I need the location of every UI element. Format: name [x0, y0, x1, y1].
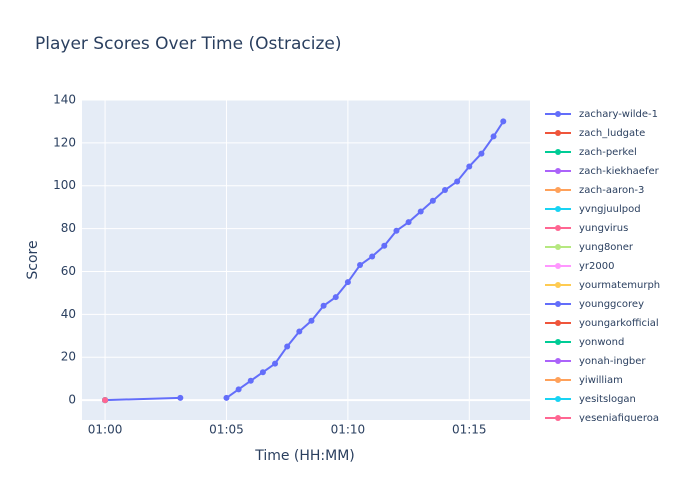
legend-marker: [555, 206, 561, 212]
point: [332, 294, 339, 301]
point: [223, 394, 230, 401]
legend-item[interactable]: yonah-ingber: [545, 356, 646, 367]
x-axis-title: Time (HH:MM): [254, 448, 355, 464]
legend-label: yungvirus: [579, 223, 628, 234]
legend-marker: [555, 149, 561, 155]
legend-item[interactable]: yonwond: [545, 337, 624, 348]
legend-marker: [555, 187, 561, 193]
point: [478, 150, 485, 157]
point: [442, 187, 449, 194]
point: [490, 133, 497, 140]
legend-marker: [555, 263, 561, 269]
legend-marker: [555, 244, 561, 250]
legend-item[interactable]: zach-aaron-3: [545, 185, 644, 196]
legend-label: yvngjuulpod: [579, 204, 641, 215]
point: [259, 369, 266, 376]
legend-item[interactable]: yr2000: [545, 261, 614, 272]
point: [381, 242, 388, 249]
legend-label: yeseniafigueroa: [579, 413, 659, 424]
point: [454, 178, 461, 185]
legend-item[interactable]: yeseniafigueroa: [545, 413, 659, 424]
legend-item[interactable]: yourmatemurph: [545, 280, 660, 291]
point: [369, 253, 376, 260]
point: [466, 163, 473, 170]
legend-label: younggcorey: [579, 299, 644, 310]
legend-item[interactable]: yungvirus: [545, 223, 628, 234]
legend-marker: [555, 377, 561, 383]
legend-label: zach-kiekhaefer: [579, 166, 660, 177]
legend-label: yonwond: [579, 337, 624, 348]
chart-title: Player Scores Over Time (Ostracize): [35, 34, 342, 54]
point: [308, 317, 315, 324]
point: [320, 302, 327, 309]
legend-marker: [555, 415, 561, 421]
legend-item[interactable]: younggcorey: [545, 299, 644, 310]
legend-label: zach-aaron-3: [579, 185, 644, 196]
y-tick-label: 120: [53, 135, 76, 149]
point: [272, 360, 279, 367]
legend-item[interactable]: yung8oner: [545, 242, 634, 253]
legend-marker: [555, 111, 561, 117]
point: [500, 118, 507, 125]
legend-label: youngarkofficial: [579, 318, 659, 329]
y-tick-label: 100: [53, 178, 76, 192]
grid: 0 20 40 60 80 100 120 140 01:00 01:05 01:10 01:15: [53, 93, 530, 437]
point: [429, 197, 436, 204]
legend-item[interactable]: zach_ludgate: [545, 128, 645, 139]
legend-marker: [555, 320, 561, 326]
legend-marker: [555, 396, 561, 402]
point: [235, 386, 242, 393]
legend-item[interactable]: zach-perkel: [545, 147, 637, 158]
legend-marker: [555, 282, 561, 288]
point: [417, 208, 424, 215]
legend-marker: [555, 301, 561, 307]
point: [344, 279, 351, 286]
y-tick-label: 40: [61, 307, 76, 321]
x-tick-label: 01:15: [452, 423, 487, 437]
legend-item[interactable]: zach-kiekhaefer: [545, 166, 660, 177]
legend-item[interactable]: zachary-wilde-1: [545, 109, 658, 120]
legend-marker: [555, 358, 561, 364]
y-tick-label: 0: [68, 393, 76, 407]
legend-marker: [555, 225, 561, 231]
point: [405, 219, 412, 226]
y-tick-label: 20: [61, 350, 76, 364]
legend-label: zachary-wilde-1: [579, 109, 658, 120]
legend-label: yourmatemurph: [579, 280, 660, 291]
x-tick-label: 01:00: [88, 423, 123, 437]
y-tick-label: 140: [53, 93, 76, 107]
legend-marker: [555, 339, 561, 345]
x-tick-label: 01:10: [331, 423, 366, 437]
legend-label: yung8oner: [579, 242, 634, 253]
marks: [102, 118, 507, 404]
point: [177, 394, 184, 401]
x-tick-label: 01:05: [209, 423, 244, 437]
legend: zachary-wilde-1 zach_ludgate zach-perkel za…: [545, 109, 660, 424]
legend-marker: [555, 130, 561, 136]
legend-label: zach_ludgate: [579, 128, 645, 139]
point: [393, 227, 400, 234]
point: [102, 397, 109, 404]
y-tick-label: 80: [61, 221, 76, 235]
legend-label: yiwilliam: [579, 375, 623, 386]
point: [296, 328, 303, 335]
point: [284, 343, 291, 350]
legend-label: yesitslogan: [579, 394, 636, 405]
legend-marker: [555, 168, 561, 174]
legend-item[interactable]: yiwilliam: [545, 375, 623, 386]
y-tick-label: 60: [61, 264, 76, 278]
point: [247, 377, 254, 384]
plot-area: [82, 100, 530, 420]
legend-item[interactable]: yesitslogan: [545, 394, 636, 405]
point: [357, 262, 364, 269]
legend-label: yr2000: [579, 261, 614, 272]
legend-item[interactable]: yvngjuulpod: [545, 204, 641, 215]
legend-item[interactable]: youngarkofficial: [545, 318, 659, 329]
legend-label: yonah-ingber: [579, 356, 646, 367]
y-axis-title: Score: [25, 240, 41, 279]
legend-label: zach-perkel: [579, 147, 637, 158]
